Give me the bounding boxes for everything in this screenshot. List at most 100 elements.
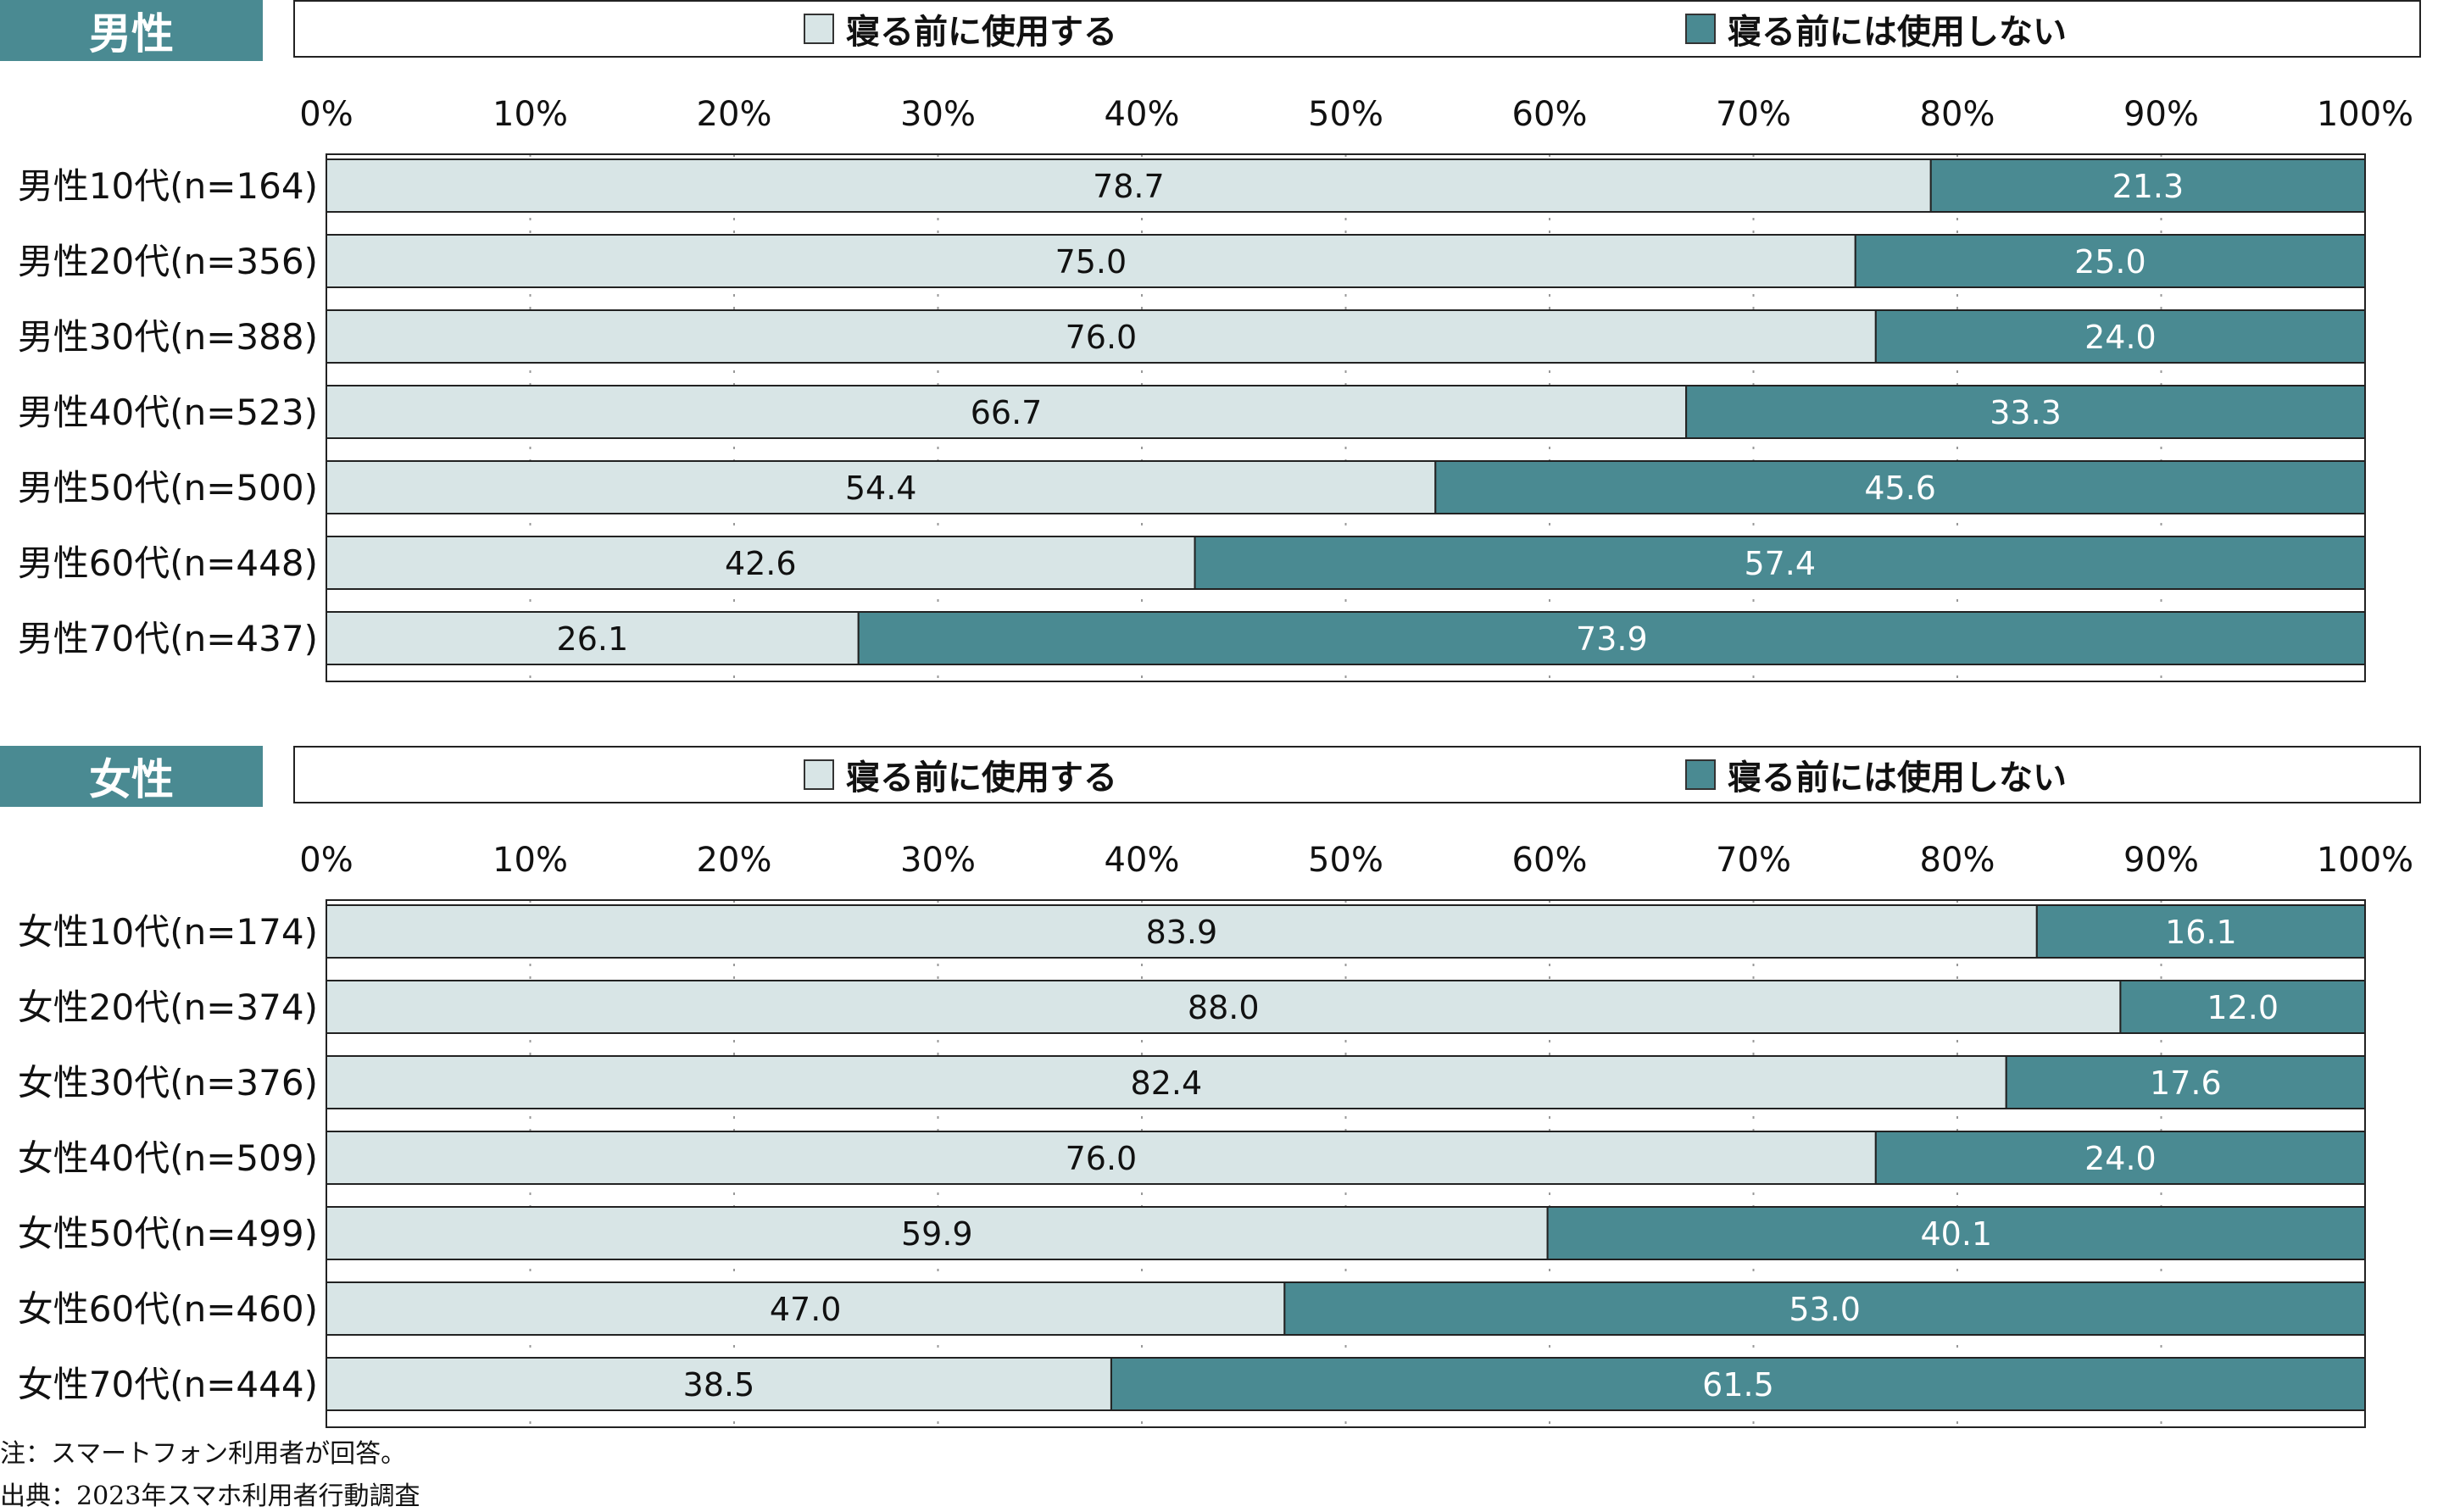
bar-segment-use [326,980,2122,1034]
data-label-use: 78.7 [1093,168,1165,205]
legend-label-nouse: 寝る前には使用しない [1728,759,2067,798]
legend-label-use: 寝る前に使用する [846,13,1117,52]
plot-frame [326,899,2366,1428]
chart-title-female: 女性 [0,746,263,807]
category-label: 男性60代(n=448) [18,542,318,584]
data-label-use: 26.1 [557,620,629,658]
legend-label-nouse: 寝る前には使用しない [1728,13,2067,52]
bar-segment-nouse [1194,536,2366,590]
bar-segment-use [326,385,1688,439]
bar-segment-nouse [2005,1055,2366,1109]
data-label-use: 82.4 [1131,1065,1203,1102]
data-label-use: 66.7 [971,394,1043,431]
category-label: 男性70代(n=437) [18,618,318,659]
legend-item-use: 寝る前に使用する [804,748,1117,802]
data-label-use: 42.6 [725,545,797,582]
bar-segment-nouse [1874,1131,2367,1185]
data-label-nouse: 53.0 [1789,1291,1861,1328]
data-label-nouse: 24.0 [2084,1140,2157,1177]
bar-segment-nouse [1854,234,2366,288]
category-label: 女性70代(n=444) [18,1364,318,1405]
x-tick-label: 50% [1308,95,1383,134]
category-label: 女性40代(n=509) [18,1137,318,1179]
chart-plot-male: 0% 10% 20% 30% 40% 50% 60% 70% 80% 90% 100% 78.7 21.… [18,95,2413,682]
x-tick-label: 90% [2123,95,2199,134]
chart-section-male: 男性 寝る前に使用する 寝る前には使用しない 0% 10% 20% 30% 40% 50%… [0,0,2460,682]
data-label-nouse: 24.0 [2084,319,2157,356]
x-tick-label: 100% [2317,841,2413,880]
footnote-note: 注：スマートフォン利用者が回答。 [0,1439,407,1469]
data-label-use: 88.0 [1188,989,1260,1026]
bar-segment-nouse [1685,385,2366,439]
data-label-nouse: 12.0 [2207,989,2279,1026]
plot-frame [326,153,2366,682]
category-label: 女性30代(n=376) [18,1062,318,1103]
x-tick-label: 60% [1512,95,1588,134]
bar-segment-nouse [1110,1357,2366,1411]
x-tick-label: 10% [493,95,568,134]
x-tick-label: 20% [697,95,772,134]
category-label: 女性10代(n=174) [18,911,318,953]
data-label-use: 83.9 [1146,914,1218,951]
data-label-use: 76.0 [1066,1140,1138,1177]
x-tick-label: 20% [697,841,772,880]
bar-segment-use [326,1206,1549,1260]
x-tick-label: 100% [2317,95,2413,134]
bar-segment-use [326,611,860,665]
data-label-nouse: 45.6 [1864,470,1936,507]
data-label-use: 76.0 [1066,319,1138,356]
data-label-use: 47.0 [770,1291,842,1328]
footnote-source: 出典：2023年スマホ利用者行動調査 [0,1481,420,1511]
x-tick-label: 0% [299,95,353,134]
data-label-nouse: 21.3 [2112,168,2185,205]
x-tick-label: 70% [1716,95,1791,134]
bar-segment-nouse [2035,904,2366,959]
x-tick-label: 10% [493,841,568,880]
x-tick-label: 30% [900,95,976,134]
legend-swatch-nouse [1685,14,1716,44]
x-tick-label: 40% [1105,95,1180,134]
data-label-nouse: 73.9 [1576,620,1648,658]
category-label: 男性50代(n=500) [18,467,318,509]
legend-swatch-use [804,14,834,44]
category-label: 男性30代(n=388) [18,316,318,358]
legend-item-nouse: 寝る前には使用しない [1685,2,2067,56]
x-tick-label: 0% [299,841,353,880]
data-label-nouse: 16.1 [2165,914,2237,951]
bar-segment-nouse [1434,460,2366,514]
x-tick-label: 80% [1920,95,1995,134]
legend-swatch-nouse [1685,759,1716,790]
category-label: 女性50代(n=499) [18,1213,318,1254]
data-label-nouse: 40.1 [1920,1215,1992,1253]
data-label-nouse: 33.3 [1990,394,2062,431]
legend-item-use: 寝る前に使用する [804,2,1117,56]
legend-male: 寝る前に使用する 寝る前には使用しない [293,0,2421,58]
legend-female: 寝る前に使用する 寝る前には使用しない [293,746,2421,803]
chart-section-female: 女性 寝る前に使用する 寝る前には使用しない 0% 10% 20% 30% 40% 50%… [0,746,2460,1428]
category-label: 男性10代(n=164) [18,165,318,207]
bar-segment-use [326,309,1877,364]
bar-segment-use [326,536,1196,590]
bar-segment-use [326,1131,1877,1185]
legend-label-use: 寝る前に使用する [846,759,1117,798]
bar-segment-nouse [1283,1281,2366,1336]
x-tick-label: 80% [1920,841,1995,880]
bar-segment-use [326,234,1856,288]
data-label-nouse: 57.4 [1744,545,1816,582]
category-label: 女性60代(n=460) [18,1288,318,1330]
x-tick-label: 30% [900,841,976,880]
data-label-use: 38.5 [683,1366,755,1404]
x-tick-label: 50% [1308,841,1383,880]
x-tick-label: 60% [1512,841,1588,880]
data-label-use: 54.4 [845,470,917,507]
bar-segment-use [326,158,1932,213]
data-label-nouse: 25.0 [2074,243,2146,281]
x-tick-label: 90% [2123,841,2199,880]
data-label-use: 75.0 [1055,243,1127,281]
data-label-nouse: 61.5 [1702,1366,1774,1404]
chart-title-male: 男性 [0,0,263,61]
data-label-nouse: 17.6 [2150,1065,2222,1102]
bar-segment-nouse [1929,158,2367,213]
x-tick-label: 40% [1105,841,1180,880]
bar-segment-nouse [1874,309,2367,364]
